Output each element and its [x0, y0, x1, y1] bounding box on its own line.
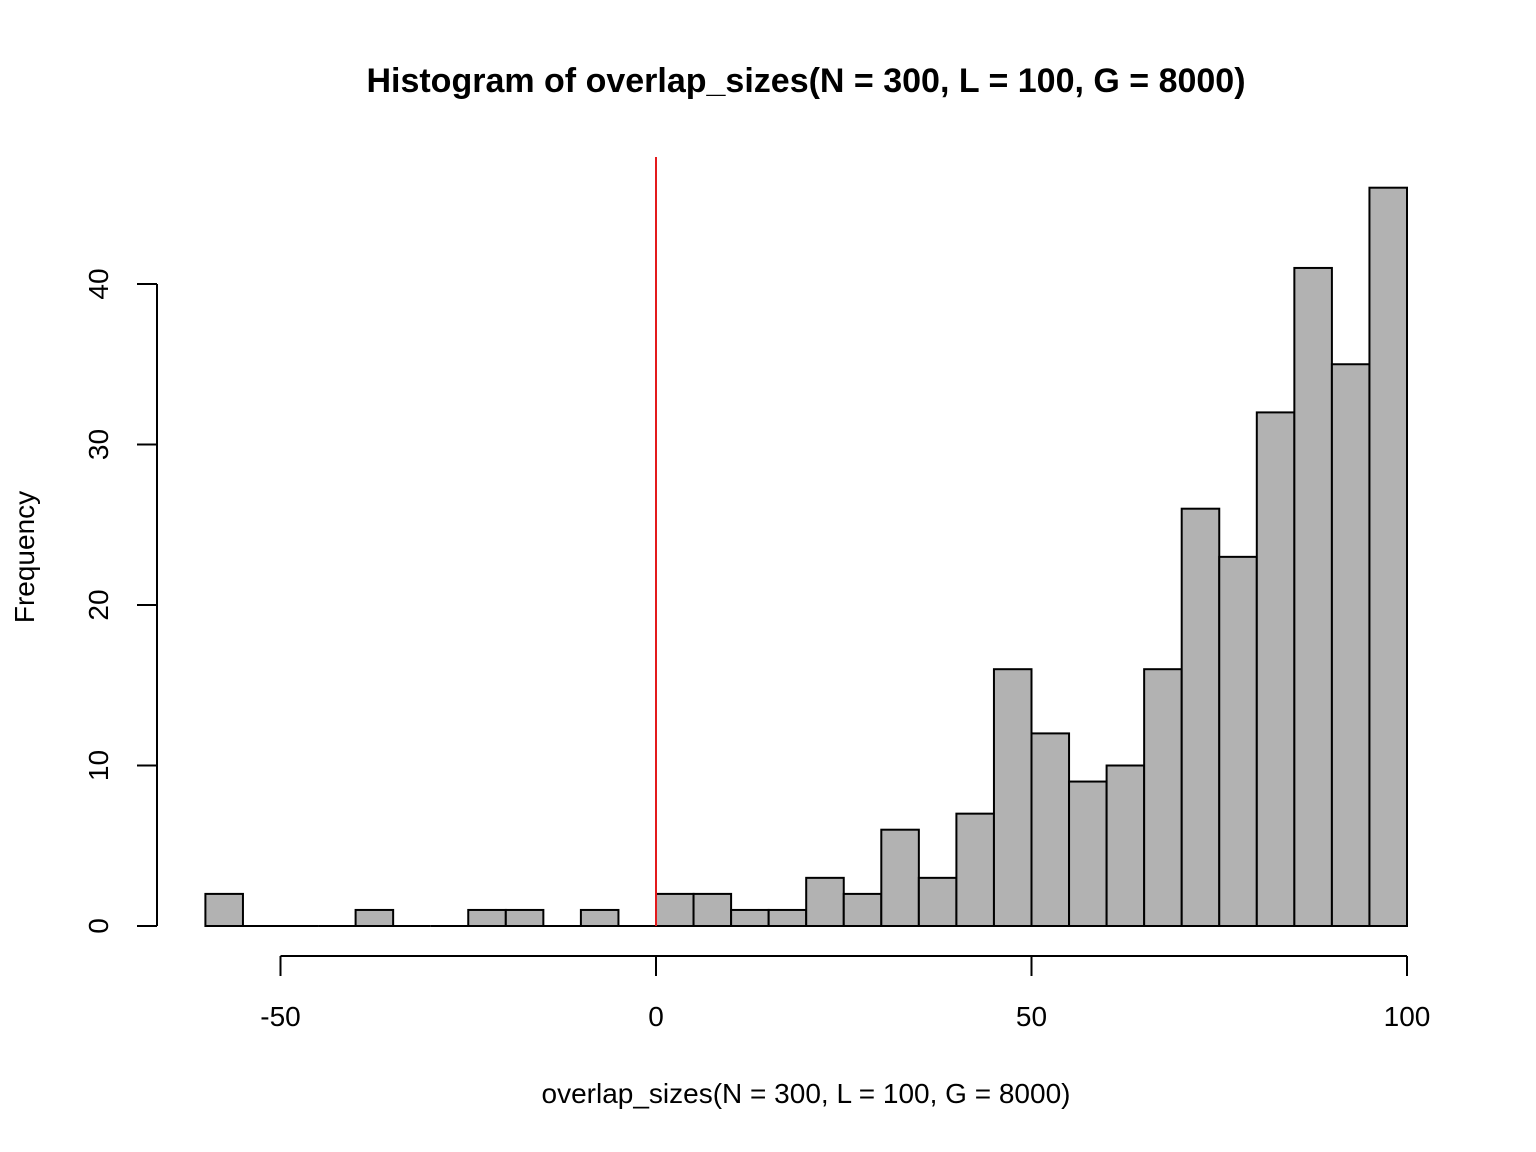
- histogram-bar: [1330, 363, 1371, 927]
- y-tick-label: 20: [83, 589, 114, 620]
- histogram-bar: [992, 668, 1033, 927]
- x-tick-label: -50: [260, 1001, 300, 1032]
- x-tick-label: 100: [1384, 1001, 1431, 1032]
- histogram-bar: [730, 908, 770, 928]
- histogram-bar: [1218, 555, 1258, 927]
- chart-title: Histogram of overlap_sizes(N = 300, L = …: [366, 62, 1245, 100]
- y-tick-label: 0: [83, 918, 114, 934]
- histogram-bar: [1068, 780, 1108, 927]
- histogram-bar: [579, 908, 620, 928]
- histogram-bar: [805, 876, 845, 927]
- histogram-bar: [917, 876, 958, 927]
- histogram-bar: [767, 908, 808, 928]
- histogram-bar: [692, 892, 733, 928]
- histogram-bar: [655, 892, 695, 928]
- histogram-bar: [467, 908, 507, 928]
- histogram-bar: [1255, 411, 1296, 927]
- histogram-bar: [1368, 186, 1408, 927]
- histogram-bar: [1293, 266, 1333, 927]
- histogram-bar: [842, 892, 883, 928]
- histogram-bar: [880, 828, 920, 928]
- y-tick-label: 30: [83, 429, 114, 460]
- y-axis: 0 10 20 30 40: [83, 268, 158, 934]
- y-axis-label: Frequency: [9, 491, 40, 623]
- y-tick-label: 40: [83, 268, 114, 299]
- histogram-bar: [1143, 668, 1183, 927]
- x-tick-label: 50: [1016, 1001, 1047, 1032]
- histogram-bar: [1030, 732, 1071, 928]
- histogram-bar: [354, 908, 395, 928]
- histogram-bar: [955, 812, 995, 928]
- y-tick-label: 10: [83, 750, 114, 781]
- histogram-bar: [504, 908, 545, 928]
- bars-layer: [204, 186, 1408, 928]
- x-tick-label: 0: [648, 1001, 664, 1032]
- x-axis-label: overlap_sizes(N = 300, L = 100, G = 8000…: [542, 1078, 1071, 1109]
- histogram-bar: [204, 892, 244, 928]
- x-axis: -50 0 50 100: [260, 955, 1431, 1032]
- histogram-bar: [1105, 764, 1146, 927]
- histogram-bar: [1180, 507, 1221, 927]
